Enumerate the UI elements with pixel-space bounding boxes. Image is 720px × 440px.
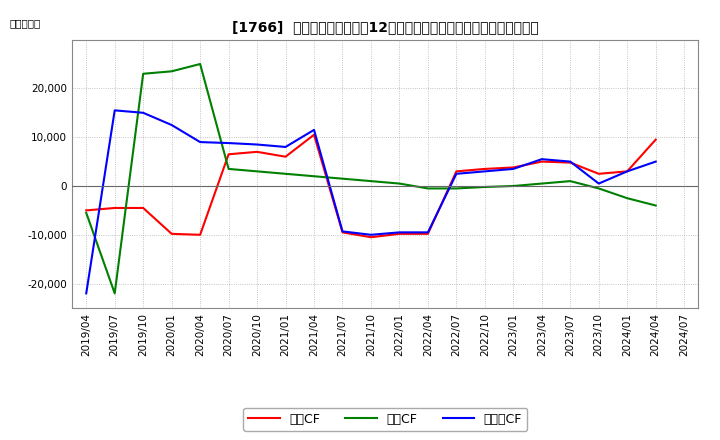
Title: [1766]  キャッシュフローの12か月移動合計の対前年同期増減額の推移: [1766] キャッシュフローの12か月移動合計の対前年同期増減額の推移 — [232, 20, 539, 34]
Legend: 営業CF, 投資CF, フリーCF: 営業CF, 投資CF, フリーCF — [243, 407, 527, 431]
Text: （百万円）: （百万円） — [9, 18, 41, 29]
